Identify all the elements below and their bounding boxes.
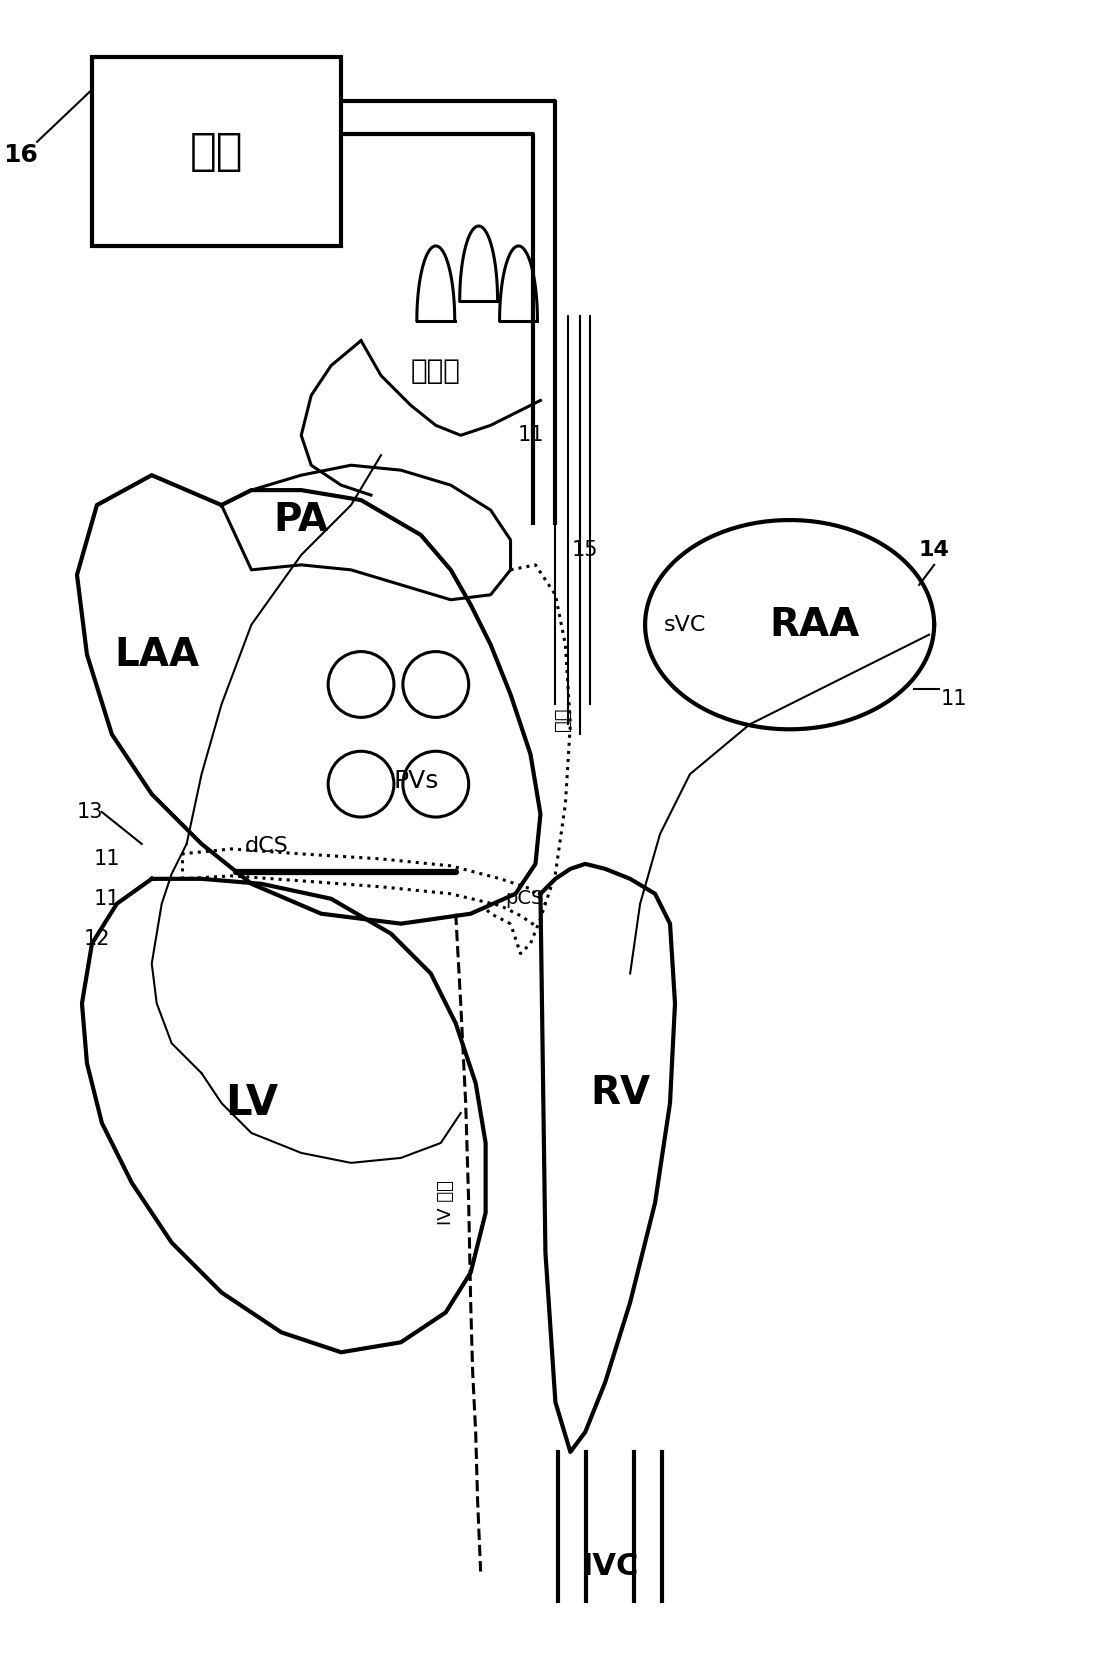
Text: pCS: pCS (505, 890, 544, 908)
Text: PA: PA (274, 501, 328, 539)
Text: 11: 11 (517, 425, 544, 445)
Text: 11: 11 (941, 690, 967, 710)
Text: RAA: RAA (769, 605, 860, 643)
Text: 隔膜: 隔膜 (552, 708, 572, 731)
Text: 14: 14 (919, 539, 950, 561)
Text: 大动脉: 大动脉 (411, 357, 461, 384)
Text: IV 隔膜: IV 隔膜 (437, 1181, 455, 1226)
Text: LAA: LAA (114, 635, 199, 673)
Text: LV: LV (225, 1082, 278, 1125)
Text: 11: 11 (94, 849, 120, 868)
Text: IVC: IVC (582, 1551, 639, 1581)
Text: 16: 16 (2, 142, 37, 167)
Text: 12: 12 (83, 928, 110, 949)
Text: PVs: PVs (393, 769, 439, 794)
Text: sVC: sVC (664, 615, 706, 635)
Text: 15: 15 (572, 539, 598, 561)
Text: RV: RV (590, 1073, 650, 1111)
Text: 装置: 装置 (189, 129, 243, 172)
Text: 11: 11 (94, 888, 120, 908)
Text: 13: 13 (77, 802, 103, 822)
Text: dCS: dCS (244, 835, 288, 855)
Bar (92, 56, 341, 246)
